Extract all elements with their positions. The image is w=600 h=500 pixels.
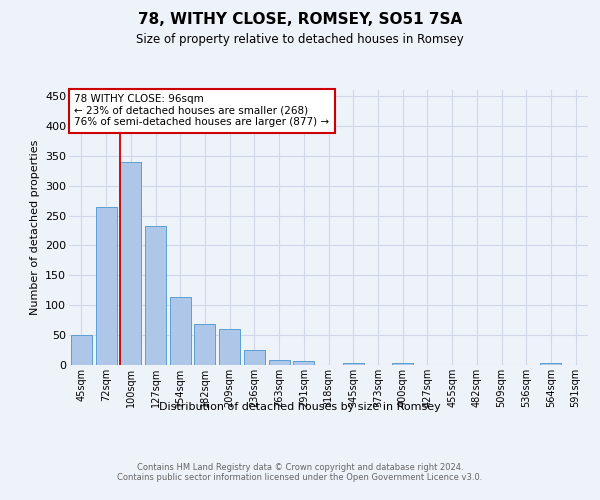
Bar <box>170 298 191 365</box>
Bar <box>219 329 240 365</box>
Text: 78, WITHY CLOSE, ROMSEY, SO51 7SA: 78, WITHY CLOSE, ROMSEY, SO51 7SA <box>138 12 462 28</box>
Bar <box>71 335 92 365</box>
Bar <box>244 350 265 365</box>
Bar <box>343 362 364 365</box>
Text: Distribution of detached houses by size in Romsey: Distribution of detached houses by size … <box>159 402 441 412</box>
Bar <box>541 362 562 365</box>
Bar <box>95 206 116 365</box>
Y-axis label: Number of detached properties: Number of detached properties <box>29 140 40 315</box>
Bar <box>392 363 413 365</box>
Bar <box>120 162 141 365</box>
Bar <box>194 324 215 365</box>
Text: Size of property relative to detached houses in Romsey: Size of property relative to detached ho… <box>136 32 464 46</box>
Bar <box>145 226 166 365</box>
Bar <box>269 360 290 365</box>
Bar <box>293 361 314 365</box>
Text: Contains HM Land Registry data © Crown copyright and database right 2024.
Contai: Contains HM Land Registry data © Crown c… <box>118 462 482 482</box>
Text: 78 WITHY CLOSE: 96sqm
← 23% of detached houses are smaller (268)
76% of semi-det: 78 WITHY CLOSE: 96sqm ← 23% of detached … <box>74 94 329 128</box>
